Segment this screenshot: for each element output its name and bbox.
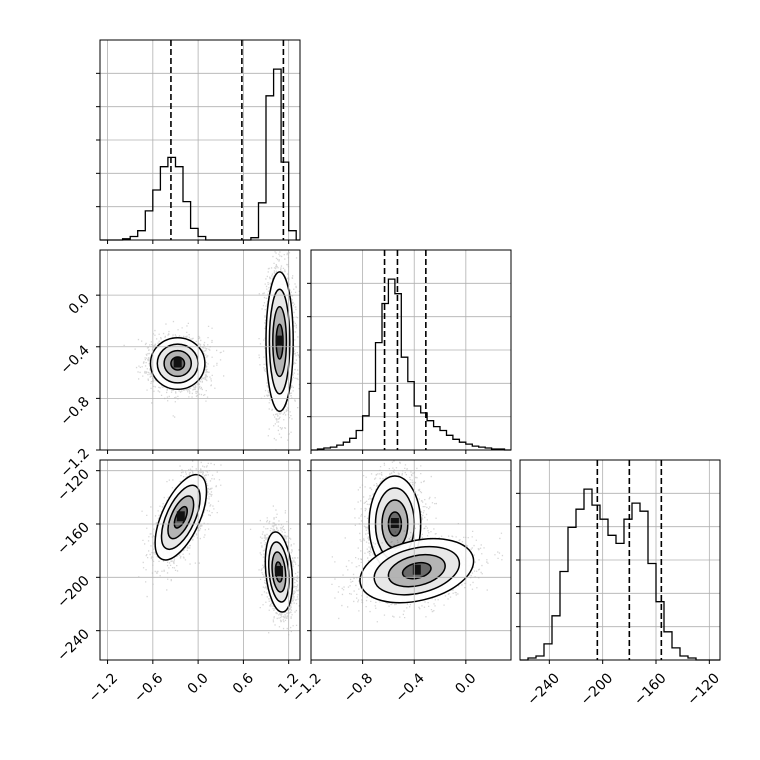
histogram-bin-2-2 [536, 656, 544, 660]
gridlines [100, 40, 720, 660]
ytick-label-2-2: −160 [54, 520, 93, 559]
xtick-label-0-2: 0.0 [185, 670, 212, 697]
histogram-bin-2-10 [600, 519, 608, 660]
xtick-label-0-3: 0.6 [230, 670, 257, 697]
histogram-bin-1-22 [453, 439, 460, 450]
histogram-bin-0-10 [176, 167, 184, 240]
panel-frames [99, 39, 721, 661]
histogram-bin-0-12 [191, 228, 199, 240]
histogram-bin-0-13 [198, 237, 206, 241]
density-peak-0-2-1 [274, 566, 283, 576]
xtick-label-2-2: −160 [631, 670, 670, 709]
quantile-lines [170, 40, 663, 660]
histogram-1 [311, 278, 511, 451]
histogram-bin-1-8 [363, 416, 370, 450]
xtick-label-2-1: −200 [578, 670, 617, 709]
histogram-bin-1-7 [356, 431, 363, 451]
ytick-label-1-1: −0.8 [57, 394, 92, 429]
ytick-label-1-2: −0.4 [57, 342, 92, 377]
density-peak-0-1-0 [173, 357, 182, 368]
histogram-bin-2-8 [584, 489, 592, 660]
histogram-bin-2-11 [608, 535, 616, 660]
histogram-bin-0-6 [145, 211, 153, 240]
xtick-label-0-0: −1.2 [86, 670, 121, 705]
histogram-bin-1-23 [459, 442, 466, 450]
histogram-bin-1-9 [369, 391, 376, 450]
scatter-points [123, 250, 504, 636]
histogram-bin-2-3 [544, 644, 552, 660]
histogram-bin-1-21 [447, 435, 454, 450]
histogram-step-2 [520, 488, 720, 661]
xtick-label-1-1: −0.8 [341, 670, 376, 705]
histogram-bin-2-19 [672, 648, 680, 660]
histogram-bin-2-20 [680, 656, 688, 660]
histogram-bin-1-5 [343, 442, 350, 450]
histogram-bin-1-24 [466, 444, 473, 450]
histogram-bin-1-6 [350, 438, 357, 450]
density-peak-1-2-1 [412, 564, 421, 575]
marginal-histograms [100, 68, 720, 661]
panel-frame-1-2 [310, 459, 512, 661]
histogram-bin-2-12 [616, 543, 624, 660]
histogram-step-0 [100, 68, 300, 241]
ytick-label-1-3: 0.0 [66, 291, 93, 318]
histogram-bin-0-22 [266, 96, 274, 240]
histogram-bin-2-4 [552, 616, 560, 660]
xtick-label-2-0: −240 [524, 670, 563, 709]
xtick-label-1-2: −0.4 [392, 670, 427, 705]
histogram-bin-1-25 [472, 446, 479, 450]
histogram-bin-0-23 [274, 69, 282, 240]
histogram-bin-2-7 [576, 509, 584, 660]
histogram-bin-1-16 [414, 406, 421, 450]
histogram-bin-2-18 [664, 632, 672, 660]
histogram-bin-0-5 [138, 231, 146, 240]
axis-ticks [96, 72, 710, 664]
density-peak-1-2-0 [390, 518, 399, 528]
density-peak-0-2-0 [176, 511, 185, 522]
ytick-label-2-0: −240 [54, 626, 93, 665]
histogram-bin-1-19 [434, 427, 441, 450]
histogram-2 [520, 488, 720, 661]
histogram-bin-0-4 [130, 237, 138, 241]
histogram-bin-2-14 [632, 503, 640, 660]
histogram-bin-1-15 [408, 382, 415, 450]
histogram-bin-2-16 [648, 564, 656, 661]
histogram-bin-2-17 [656, 602, 664, 660]
histogram-bin-1-18 [427, 421, 434, 450]
histogram-bin-0-7 [153, 190, 161, 240]
histogram-bin-2-9 [592, 505, 600, 660]
density-panel-0-2 [138, 460, 300, 636]
xtick-label-1-3: 0.0 [452, 670, 479, 697]
panel-frame-0-1 [99, 249, 301, 451]
histogram-bin-1-14 [401, 357, 408, 450]
xtick-label-0-1: −0.6 [131, 670, 166, 705]
histogram-bin-0-11 [183, 202, 191, 240]
xtick-label-2-3: −120 [684, 670, 723, 709]
histogram-bin-2-15 [640, 511, 648, 660]
histogram-bin-1-20 [440, 431, 447, 451]
histogram-bin-0-21 [259, 203, 267, 240]
histogram-step-1 [311, 278, 511, 451]
density-peak-0-1-1 [275, 335, 284, 346]
panel-frame-0-2 [99, 459, 301, 661]
histogram-bin-0-25 [289, 231, 297, 240]
histogram-bin-2-13 [624, 519, 632, 660]
histogram-bin-0-8 [160, 167, 168, 240]
histogram-bin-2-6 [568, 527, 576, 660]
histogram-bin-1-10 [376, 343, 383, 450]
histogram-bin-1-12 [388, 279, 395, 450]
ytick-label-2-1: −200 [54, 573, 93, 612]
histogram-bin-2-5 [560, 572, 568, 661]
histogram-bin-1-4 [337, 445, 344, 450]
histogram-0 [100, 68, 300, 241]
histogram-bin-0-24 [281, 162, 289, 240]
density-panel-1-2 [331, 460, 504, 623]
density-panel-0-1 [123, 250, 300, 450]
